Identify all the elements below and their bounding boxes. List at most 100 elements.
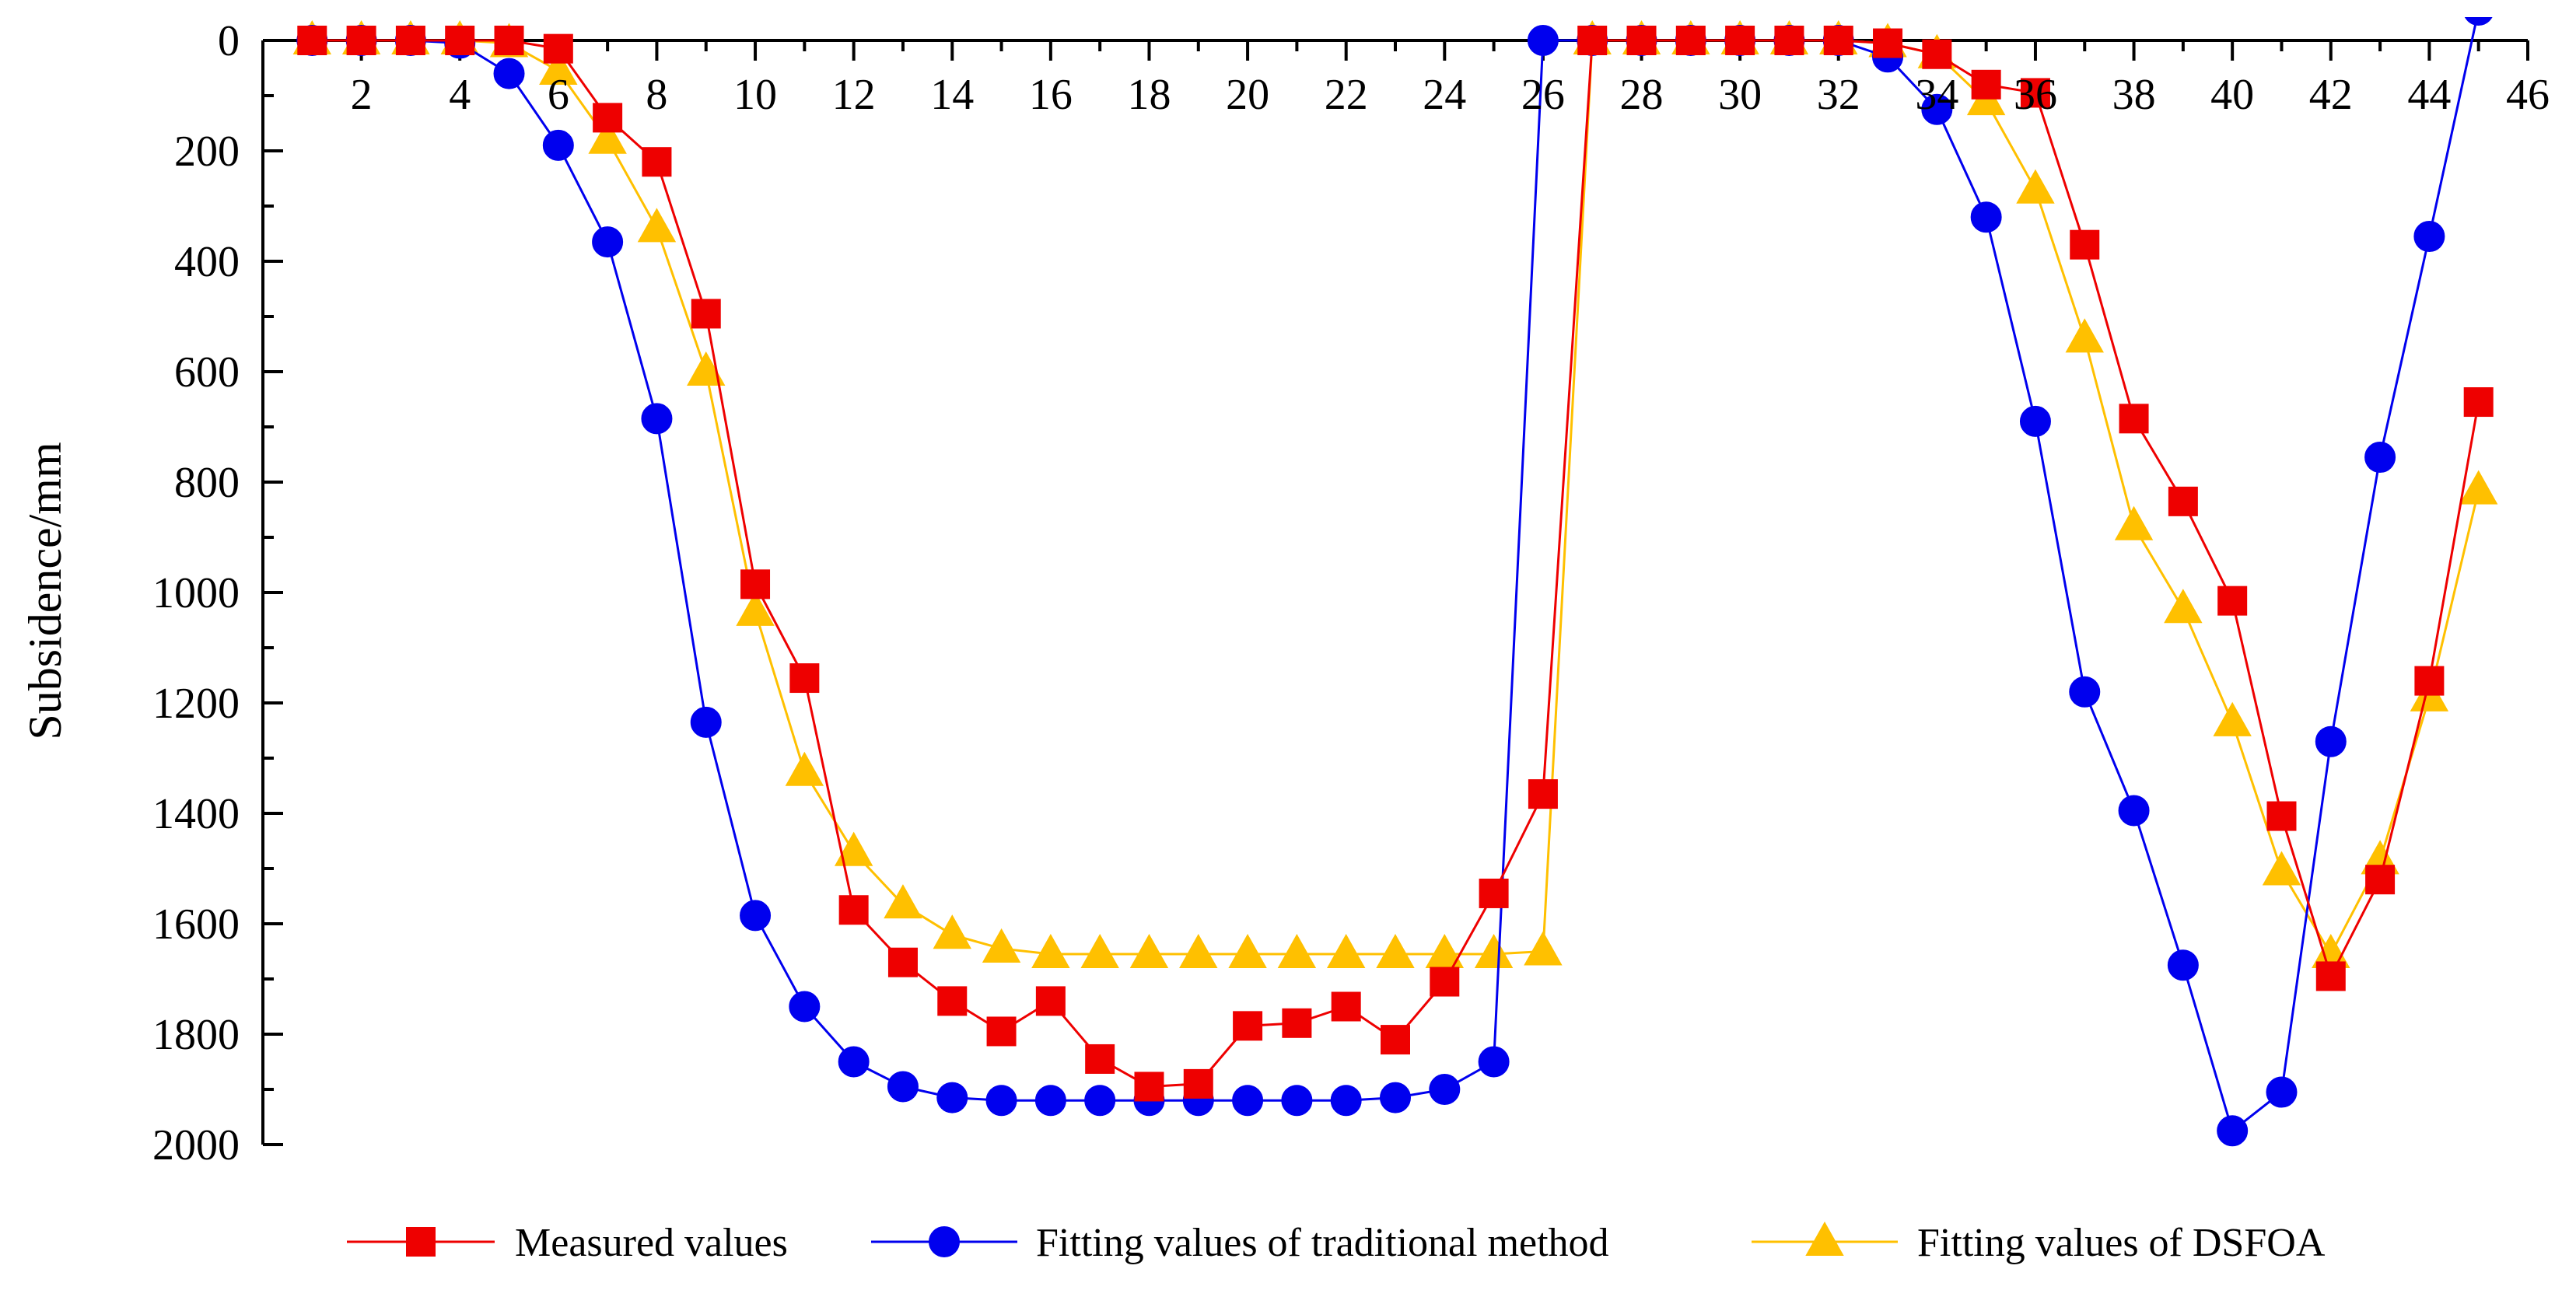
square-marker bbox=[2217, 586, 2248, 616]
y-tick-label: 800 bbox=[174, 459, 240, 507]
circle-marker bbox=[838, 1046, 870, 1078]
circle-marker bbox=[690, 706, 722, 738]
triangle-marker bbox=[1376, 934, 1415, 969]
square-marker bbox=[740, 569, 771, 600]
triangle-marker bbox=[1277, 934, 1317, 969]
triangle-marker bbox=[588, 119, 627, 154]
circle-marker bbox=[2217, 1115, 2249, 1147]
square-marker bbox=[1528, 779, 1558, 809]
legend-item: Measured values bbox=[347, 1221, 788, 1265]
circle-marker bbox=[542, 129, 574, 161]
circle-marker bbox=[2019, 405, 2051, 437]
circle-marker bbox=[1084, 1085, 1116, 1117]
triangle-marker bbox=[2065, 318, 2104, 353]
circle-marker bbox=[1330, 1085, 1362, 1117]
triangle-marker bbox=[1179, 934, 1218, 969]
y-tick-label: 1400 bbox=[152, 790, 240, 838]
triangle-marker bbox=[982, 928, 1021, 963]
circle-marker bbox=[493, 58, 525, 89]
triangle-marker bbox=[637, 208, 677, 243]
circle-marker bbox=[1921, 93, 1953, 125]
square-marker bbox=[789, 663, 820, 694]
series-2 bbox=[296, 17, 2493, 1147]
square-marker bbox=[1134, 1072, 1164, 1102]
square-marker bbox=[1774, 26, 1804, 55]
square-marker bbox=[691, 299, 721, 329]
circle-marker bbox=[2118, 795, 2150, 827]
square-marker bbox=[346, 26, 376, 55]
y-tick-label: 1000 bbox=[152, 569, 240, 617]
circle-marker bbox=[1970, 201, 2002, 233]
plot-area bbox=[292, 17, 2498, 1147]
square-marker bbox=[1381, 1025, 1410, 1055]
circle-marker bbox=[2413, 221, 2445, 253]
legend: Measured values Fitting values of traditi… bbox=[347, 1221, 2326, 1265]
square-marker bbox=[1233, 1011, 1263, 1041]
triangle-marker bbox=[2016, 169, 2055, 204]
square-marker bbox=[1331, 991, 1361, 1022]
triangle-marker bbox=[539, 51, 578, 86]
triangle-marker bbox=[1031, 934, 1070, 969]
triangle-marker bbox=[1524, 931, 1563, 966]
y-tick-label: 2000 bbox=[152, 1121, 240, 1169]
square-marker bbox=[2414, 666, 2445, 696]
x-tick-label: 44 bbox=[2407, 71, 2451, 119]
x-tick-label: 4 bbox=[449, 71, 471, 119]
x-tick-label: 24 bbox=[1423, 71, 1466, 119]
x-tick-label: 46 bbox=[2506, 71, 2550, 119]
x-tick-label: 12 bbox=[832, 71, 876, 119]
legend-triangle-marker bbox=[1805, 1221, 1844, 1256]
x-tick-label: 32 bbox=[1817, 71, 1860, 119]
circle-marker bbox=[1478, 1046, 1510, 1078]
y-tick-label: 200 bbox=[174, 128, 240, 176]
x-tick-label: 28 bbox=[1620, 71, 1664, 119]
square-marker bbox=[2070, 229, 2100, 260]
square-marker bbox=[2315, 961, 2346, 991]
series-1 bbox=[297, 26, 2494, 1102]
x-tick-label: 30 bbox=[1718, 71, 1762, 119]
square-marker bbox=[1035, 986, 1066, 1016]
square-marker bbox=[838, 895, 869, 925]
circle-marker bbox=[641, 403, 673, 435]
legend-label: Fitting values of traditional method bbox=[1036, 1221, 1609, 1265]
square-marker bbox=[1873, 28, 1903, 58]
legend-label: Fitting values of DSFOA bbox=[1917, 1221, 2326, 1265]
square-marker bbox=[494, 26, 524, 55]
x-tick-label: 34 bbox=[1915, 71, 1958, 119]
triangle-marker bbox=[1326, 934, 1366, 969]
circle-marker bbox=[1281, 1085, 1313, 1117]
triangle-marker bbox=[1425, 934, 1465, 969]
triangle-marker bbox=[1080, 934, 1119, 969]
square-marker bbox=[593, 103, 623, 133]
series-3 bbox=[292, 19, 2498, 969]
x-tick-label: 40 bbox=[2210, 71, 2254, 119]
triangle-marker bbox=[2213, 701, 2252, 736]
circle-marker bbox=[1034, 1085, 1066, 1117]
square-marker bbox=[1922, 39, 1952, 69]
x-tick-label: 2 bbox=[351, 71, 373, 119]
triangle-marker bbox=[1474, 934, 1514, 969]
square-marker bbox=[937, 986, 968, 1016]
square-marker bbox=[2119, 404, 2149, 434]
x-tick-label: 36 bbox=[2014, 71, 2057, 119]
legend-square-marker bbox=[406, 1227, 436, 1257]
circle-marker bbox=[1232, 1085, 1264, 1117]
triangle-marker bbox=[2114, 505, 2154, 540]
circle-marker bbox=[1380, 1082, 1411, 1113]
square-marker bbox=[297, 26, 327, 55]
circle-marker bbox=[2464, 17, 2493, 26]
square-marker bbox=[1823, 26, 1853, 55]
series-line bbox=[312, 39, 2480, 1088]
series-line bbox=[312, 39, 2480, 957]
triangle-marker bbox=[1129, 934, 1169, 969]
square-marker bbox=[445, 26, 475, 55]
x-tick-label: 8 bbox=[646, 71, 667, 119]
circle-marker bbox=[592, 226, 624, 258]
circle-marker bbox=[2266, 1076, 2298, 1108]
circle-marker bbox=[2315, 725, 2347, 757]
circle-marker bbox=[2167, 949, 2199, 981]
x-tick-label: 10 bbox=[733, 71, 777, 119]
circle-marker bbox=[1429, 1074, 1461, 1105]
y-tick-label: 1200 bbox=[152, 680, 240, 728]
